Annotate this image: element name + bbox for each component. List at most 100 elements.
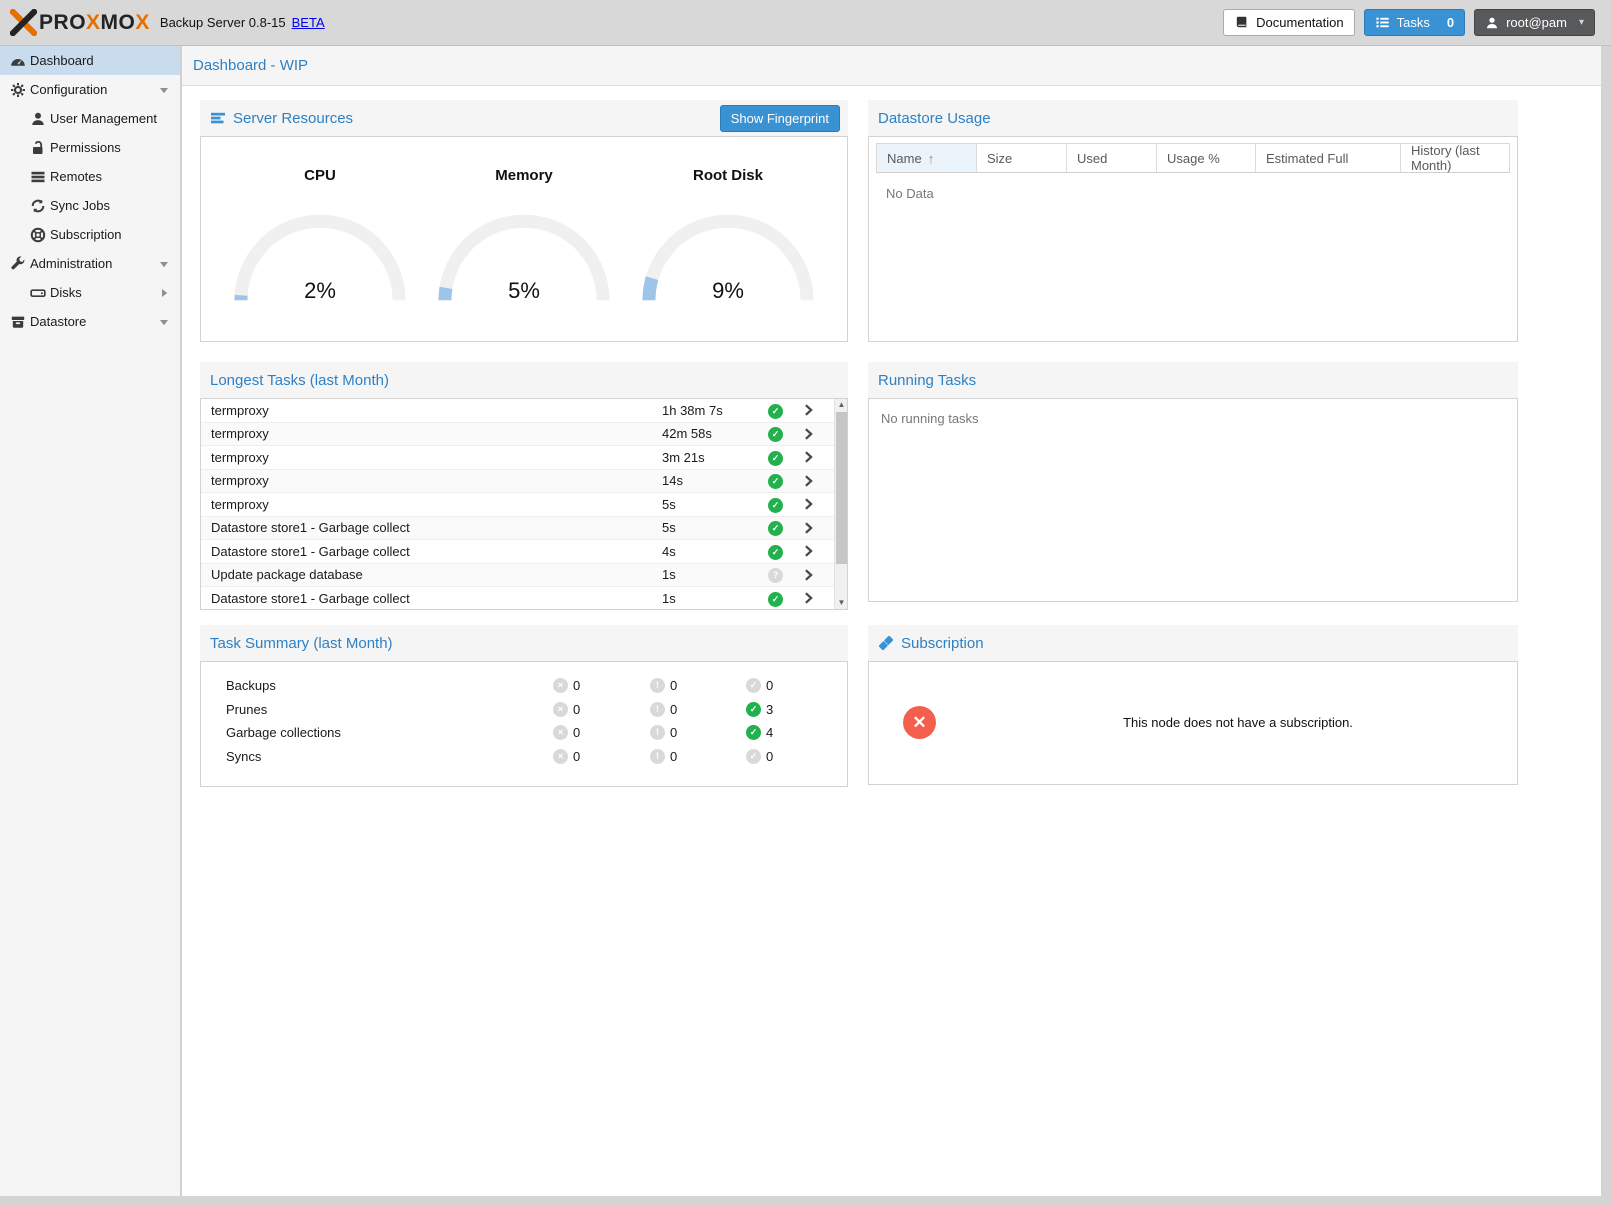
column-header-size[interactable]: Size	[977, 144, 1067, 172]
gears-icon	[10, 82, 26, 98]
tasks-button[interactable]: Tasks 0	[1363, 9, 1466, 36]
ok-count: 4	[766, 725, 774, 740]
task-row[interactable]: Datastore store1 - Garbage collect 5s ✓	[201, 516, 834, 540]
task-name: Datastore store1 - Garbage collect	[211, 520, 410, 536]
ok-status-icon: ✓	[768, 591, 783, 607]
ok-status-icon: ✓	[768, 497, 783, 513]
error-count-icon: ×	[553, 678, 568, 693]
chevron-right-icon[interactable]	[802, 568, 815, 582]
chevron-right-icon[interactable]	[802, 591, 815, 605]
warning-count: 0	[670, 725, 678, 740]
documentation-label: Documentation	[1256, 15, 1344, 30]
summary-row-backups: Backups × 0 ! 0 ✓ 0	[201, 675, 847, 699]
ok-status-icon: ✓	[768, 474, 783, 490]
caret-down-icon[interactable]	[158, 258, 170, 270]
gauge-cpu: CPU 2%	[225, 167, 415, 341]
sort-asc-icon: ↑	[927, 150, 935, 166]
task-row[interactable]: termproxy 42m 58s ✓	[201, 422, 834, 446]
life-ring-icon	[30, 227, 46, 243]
column-label: Size	[987, 150, 1013, 166]
server-resources-icon	[210, 110, 226, 126]
task-row[interactable]: termproxy 14s ✓	[201, 469, 834, 493]
top-bar: PROXMOX Backup Server 0.8-15 BETA Docume…	[0, 0, 1611, 46]
sidebar-item-disks[interactable]: Disks	[0, 278, 180, 307]
chevron-right-icon[interactable]	[802, 403, 815, 417]
user-icon	[1485, 16, 1499, 30]
column-header-history-last-month-[interactable]: History (last Month)	[1401, 143, 1509, 173]
running-tasks-title: Running Tasks	[878, 371, 977, 389]
sidebar-item-administration[interactable]: Administration	[0, 249, 180, 278]
tasks-label: Tasks	[1396, 15, 1430, 30]
sidebar-item-remotes[interactable]: Remotes	[0, 162, 180, 191]
task-row[interactable]: termproxy 3m 21s ✓	[201, 446, 834, 470]
column-header-usage-[interactable]: Usage %	[1157, 144, 1256, 172]
sidebar-item-label: Remotes	[50, 169, 103, 184]
caret-down-icon[interactable]	[158, 84, 170, 96]
gauge-memory: Memory 5%	[429, 167, 619, 341]
sidebar-item-datastore[interactable]: Datastore	[0, 307, 180, 336]
summary-label: Syncs	[226, 748, 262, 764]
ok-count-icon: ✓	[746, 748, 761, 764]
datastore-empty-text: No Data	[886, 186, 934, 201]
beta-link[interactable]: BETA	[291, 15, 325, 30]
subscription-panel: Subscription ✕ This node does not have a…	[868, 625, 1518, 785]
main-area: Dashboard - WIP Server Resources Show Fi…	[182, 46, 1601, 1196]
page-title-bar: Dashboard - WIP	[182, 46, 1601, 86]
show-fingerprint-button[interactable]: Show Fingerprint	[719, 104, 840, 132]
warning-count-icon: !	[650, 701, 665, 717]
dashboard-icon	[10, 53, 26, 69]
task-row[interactable]: Update package database 1s ?	[201, 563, 834, 587]
sidebar-item-label: Datastore	[30, 314, 87, 329]
scroll-down-icon[interactable]: ▼	[837, 598, 846, 607]
tasks-scrollbar[interactable]: ▲ ▼	[834, 399, 847, 609]
scrollbar-thumb[interactable]	[836, 412, 847, 564]
column-header-estimated-full[interactable]: Estimated Full	[1256, 144, 1401, 172]
proxmox-logo: PROXMOX	[10, 9, 150, 36]
gauge-label: CPU	[304, 167, 336, 184]
chevron-right-icon[interactable]	[802, 427, 815, 441]
task-duration: 5s	[662, 520, 676, 536]
task-row[interactable]: termproxy 1h 38m 7s ✓	[201, 399, 834, 423]
task-row[interactable]: Datastore store1 - Garbage collect 1s ✓	[201, 587, 834, 609]
archive-icon	[10, 314, 26, 330]
task-duration: 3m 21s	[662, 449, 705, 465]
longest-tasks-title: Longest Tasks (last Month)	[210, 371, 389, 389]
scroll-up-icon[interactable]: ▲	[837, 400, 846, 409]
sidebar-item-configuration[interactable]: Configuration	[0, 75, 180, 104]
chevron-right-icon[interactable]	[802, 521, 815, 535]
page-title: Dashboard - WIP	[193, 57, 309, 74]
ok-count-icon: ✓	[746, 678, 761, 693]
server-resources-panel: Server Resources Show Fingerprint CPU 2%…	[200, 100, 848, 342]
sidebar-item-user-management[interactable]: User Management	[0, 104, 180, 133]
tasks-count-badge: 0	[1446, 15, 1455, 30]
gauge-value: 9%	[712, 278, 744, 303]
ok-count-icon: ✓	[746, 701, 761, 717]
sidebar-item-dashboard[interactable]: Dashboard	[0, 46, 180, 75]
task-duration: 1s	[662, 567, 676, 583]
chevron-right-icon[interactable]	[802, 450, 815, 464]
caret-right-icon[interactable]	[158, 287, 170, 299]
sidebar-item-subscription[interactable]: Subscription	[0, 220, 180, 249]
chevron-right-icon[interactable]	[802, 544, 815, 558]
column-label: Usage %	[1167, 150, 1220, 166]
task-name: termproxy	[211, 473, 269, 489]
documentation-button[interactable]: Documentation	[1223, 9, 1355, 36]
task-row[interactable]: termproxy 5s ✓	[201, 493, 834, 517]
user-menu-button[interactable]: root@pam ▾	[1474, 9, 1595, 36]
sidebar-item-permissions[interactable]: Permissions	[0, 133, 180, 162]
column-header-used[interactable]: Used	[1067, 144, 1157, 172]
warning-count: 0	[670, 748, 678, 764]
caret-down-icon[interactable]	[158, 316, 170, 328]
book-icon	[1234, 15, 1249, 30]
task-name: termproxy	[211, 402, 269, 418]
sidebar: Dashboard Configuration User Management …	[0, 46, 181, 1196]
column-label: Estimated Full	[1266, 150, 1349, 166]
task-duration: 5s	[662, 496, 676, 512]
task-row[interactable]: Datastore store1 - Garbage collect 4s ✓	[201, 540, 834, 564]
chevron-right-icon[interactable]	[802, 474, 815, 488]
sidebar-item-label: User Management	[50, 111, 157, 126]
column-header-name[interactable]: Name ↑	[877, 144, 977, 172]
chevron-right-icon[interactable]	[802, 497, 815, 511]
sidebar-item-sync-jobs[interactable]: Sync Jobs	[0, 191, 180, 220]
proxmox-wordmark: PROXMOX	[39, 10, 150, 34]
